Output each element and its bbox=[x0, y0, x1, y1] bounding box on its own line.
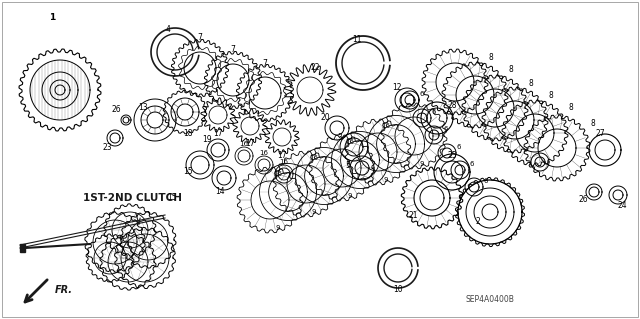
Text: 9: 9 bbox=[312, 209, 316, 215]
Text: SEP4A0400B: SEP4A0400B bbox=[465, 295, 515, 305]
Text: 17: 17 bbox=[277, 151, 287, 160]
Text: 27: 27 bbox=[595, 129, 605, 137]
Text: 26: 26 bbox=[111, 106, 121, 115]
Text: 6: 6 bbox=[457, 144, 461, 150]
Text: 9: 9 bbox=[384, 177, 388, 183]
Text: 9: 9 bbox=[348, 193, 352, 199]
Text: 7: 7 bbox=[262, 58, 268, 68]
Text: 7: 7 bbox=[198, 33, 202, 42]
Text: 15: 15 bbox=[183, 167, 193, 176]
Text: 16: 16 bbox=[259, 150, 269, 156]
Text: 21: 21 bbox=[408, 211, 418, 219]
Text: 17: 17 bbox=[213, 129, 223, 137]
Text: 23: 23 bbox=[102, 144, 112, 152]
Text: 8: 8 bbox=[591, 118, 595, 128]
Text: 16: 16 bbox=[310, 155, 319, 161]
Text: 8: 8 bbox=[548, 91, 554, 100]
Text: 7: 7 bbox=[230, 46, 236, 55]
Text: 16: 16 bbox=[381, 123, 390, 129]
Text: 9: 9 bbox=[276, 225, 280, 231]
Text: 6: 6 bbox=[444, 126, 448, 132]
Text: 18: 18 bbox=[183, 130, 193, 138]
Text: 6: 6 bbox=[470, 161, 474, 167]
Text: 9: 9 bbox=[420, 161, 424, 167]
Text: 26: 26 bbox=[578, 196, 588, 204]
Text: 24: 24 bbox=[617, 201, 627, 210]
Text: 8: 8 bbox=[488, 53, 493, 62]
Text: 14: 14 bbox=[215, 188, 225, 197]
Text: 1: 1 bbox=[49, 13, 55, 23]
Text: 12: 12 bbox=[392, 84, 402, 93]
Text: 16: 16 bbox=[239, 141, 248, 147]
Text: 10: 10 bbox=[393, 286, 403, 294]
Text: 4: 4 bbox=[166, 26, 170, 34]
Text: 17: 17 bbox=[245, 139, 255, 149]
Text: 16: 16 bbox=[346, 139, 355, 145]
Text: 13: 13 bbox=[138, 103, 148, 113]
Text: 2: 2 bbox=[476, 218, 481, 226]
Text: 3: 3 bbox=[337, 133, 342, 143]
Text: 25: 25 bbox=[447, 151, 457, 160]
Text: 1ST-2ND CLUTCH: 1ST-2ND CLUTCH bbox=[83, 193, 182, 203]
Polygon shape bbox=[20, 244, 25, 252]
Text: 15: 15 bbox=[167, 194, 177, 203]
Text: 16: 16 bbox=[273, 171, 282, 177]
Text: 6: 6 bbox=[484, 178, 488, 184]
Text: 16: 16 bbox=[280, 159, 289, 165]
Text: 8: 8 bbox=[568, 103, 573, 113]
Text: 11: 11 bbox=[352, 35, 362, 44]
Text: 8: 8 bbox=[529, 78, 533, 87]
Text: 5: 5 bbox=[346, 160, 351, 169]
Text: 6: 6 bbox=[420, 91, 424, 97]
Text: 19: 19 bbox=[202, 136, 212, 145]
Text: 6: 6 bbox=[432, 109, 436, 115]
Text: 20: 20 bbox=[320, 114, 330, 122]
Text: 28: 28 bbox=[447, 100, 457, 109]
Text: 22: 22 bbox=[310, 63, 320, 72]
Text: 8: 8 bbox=[509, 65, 513, 75]
Text: FR.: FR. bbox=[55, 285, 73, 295]
